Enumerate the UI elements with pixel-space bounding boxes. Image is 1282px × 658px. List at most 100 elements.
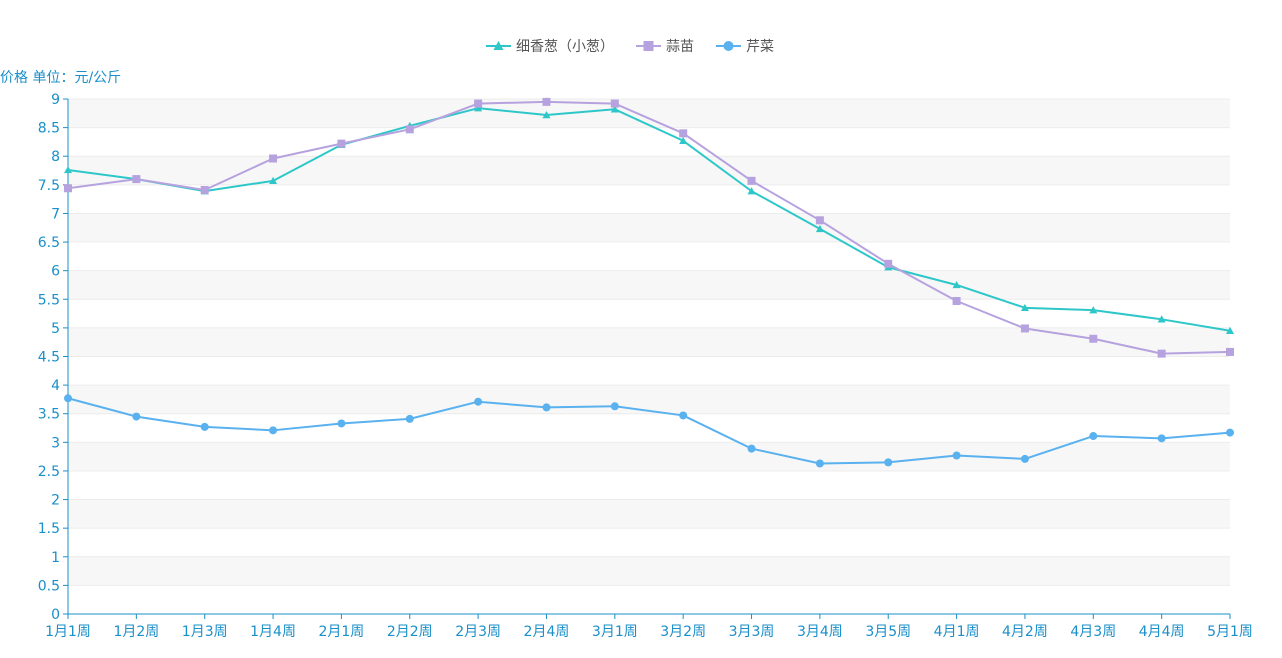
- grid-bands: [68, 99, 1230, 614]
- series-line: [67, 107, 1231, 332]
- data-point: [405, 125, 414, 134]
- x-tick-label: 4月4周: [1139, 624, 1185, 640]
- y-tick-label: 3.5: [38, 407, 60, 423]
- x-tick-label: 1月2周: [113, 624, 159, 640]
- data-point: [64, 165, 72, 174]
- x-axis: 1月1周 1月2周 1月3周 1月4周 2月1周 2月2周 2月3周 2月4周 3月1周 3月2周…: [45, 613, 1253, 640]
- grid-band: [68, 327, 1230, 357]
- x-tick-label: 3月2周: [660, 624, 706, 640]
- series-3: [64, 394, 1234, 468]
- grid-band: [68, 270, 1230, 300]
- y-tick-label: 1.5: [38, 521, 60, 537]
- data-point: [1020, 303, 1029, 312]
- series-1: [64, 104, 1234, 334]
- data-point: [1089, 334, 1098, 343]
- data-point: [952, 451, 961, 460]
- data-point: [474, 99, 483, 108]
- legend-label: 细香葱（小葱）: [516, 39, 614, 55]
- x-tick-label: 1月1周: [45, 624, 91, 640]
- grid-band: [68, 499, 1230, 529]
- y-axis-title: 价格 单位：元/公斤: [0, 70, 121, 86]
- data-point: [1089, 306, 1098, 314]
- data-point: [200, 185, 209, 194]
- data-point: [542, 97, 551, 106]
- y-tick-label: 4: [51, 378, 60, 394]
- grid-band: [68, 442, 1230, 471]
- series-2: [64, 97, 1234, 358]
- data-point: [679, 129, 688, 138]
- grid-band: [68, 356, 1230, 386]
- data-point: [64, 184, 72, 193]
- y-tick-label: 0.5: [38, 578, 60, 594]
- x-tick-label: 2月3周: [455, 624, 501, 640]
- data-point: [1226, 347, 1234, 356]
- data-point: [747, 176, 756, 185]
- legend-item-3[interactable]: 芹菜: [716, 39, 774, 55]
- data-point: [952, 280, 961, 289]
- grid-band: [68, 242, 1230, 271]
- series-line: [67, 397, 1231, 465]
- y-tick-label: 5.5: [38, 292, 60, 308]
- y-tick-label: 8.5: [38, 121, 60, 137]
- x-tick-label: 3月3周: [729, 624, 775, 640]
- y-tick-label: 5: [51, 321, 60, 337]
- grid-lines: [68, 98, 1230, 615]
- data-point: [884, 458, 893, 467]
- data-point: [474, 397, 483, 406]
- data-point: [1157, 434, 1166, 443]
- x-tick-label: 4月1周: [934, 624, 980, 640]
- data-point: [337, 419, 346, 428]
- y-tick-label: 7: [51, 206, 60, 222]
- data-point: [337, 139, 346, 148]
- data-point: [269, 426, 278, 435]
- legend-marker: [643, 41, 654, 51]
- grid-band: [68, 385, 1230, 414]
- grid-band: [68, 413, 1230, 443]
- data-point: [747, 444, 756, 453]
- data-point: [952, 296, 961, 305]
- y-tick-label: 4.5: [38, 350, 60, 366]
- y-tick-label: 9: [51, 92, 60, 108]
- data-point: [474, 104, 483, 112]
- data-point: [132, 175, 141, 184]
- x-tick-label: 2月2周: [387, 624, 433, 640]
- data-point: [884, 259, 893, 268]
- grid-band: [68, 470, 1230, 500]
- y-tick-label: 7.5: [38, 178, 60, 194]
- data-point: [1226, 326, 1234, 334]
- data-point: [405, 414, 414, 423]
- data-point: [610, 99, 619, 108]
- x-tick-label: 3月1周: [592, 624, 638, 640]
- y-tick-label: 3: [51, 435, 60, 451]
- data-point: [542, 403, 551, 412]
- legend-item-1[interactable]: 细香葱（小葱）: [486, 39, 614, 55]
- data-point: [610, 105, 619, 113]
- data-point: [815, 216, 824, 225]
- data-point: [815, 224, 824, 233]
- data-point: [542, 111, 551, 119]
- data-point: [1089, 432, 1098, 441]
- grid-band: [68, 528, 1230, 557]
- data-point: [747, 187, 756, 195]
- data-point: [200, 422, 209, 431]
- legend-label: 蒜苗: [666, 39, 694, 55]
- x-tick-label: 2月4周: [524, 624, 570, 640]
- data-point: [610, 402, 619, 411]
- grid-band: [68, 213, 1230, 243]
- series-group: [64, 97, 1234, 468]
- y-tick-label: 8: [51, 149, 60, 165]
- y-tick-label: 2.5: [38, 464, 60, 480]
- data-point: [269, 154, 278, 163]
- data-point: [679, 136, 688, 144]
- y-tick-label: 1: [51, 550, 60, 566]
- legend: 细香葱（小葱） 蒜苗 芹菜: [486, 39, 774, 55]
- data-point: [1157, 315, 1166, 323]
- grid-band: [68, 299, 1230, 328]
- legend-marker: [493, 41, 504, 50]
- series-line: [67, 100, 1231, 355]
- legend-marker: [723, 41, 734, 51]
- x-tick-label: 2月1周: [318, 624, 364, 640]
- y-tick-label: 2: [51, 493, 60, 509]
- data-point: [64, 394, 72, 403]
- legend-item-2[interactable]: 蒜苗: [636, 39, 694, 55]
